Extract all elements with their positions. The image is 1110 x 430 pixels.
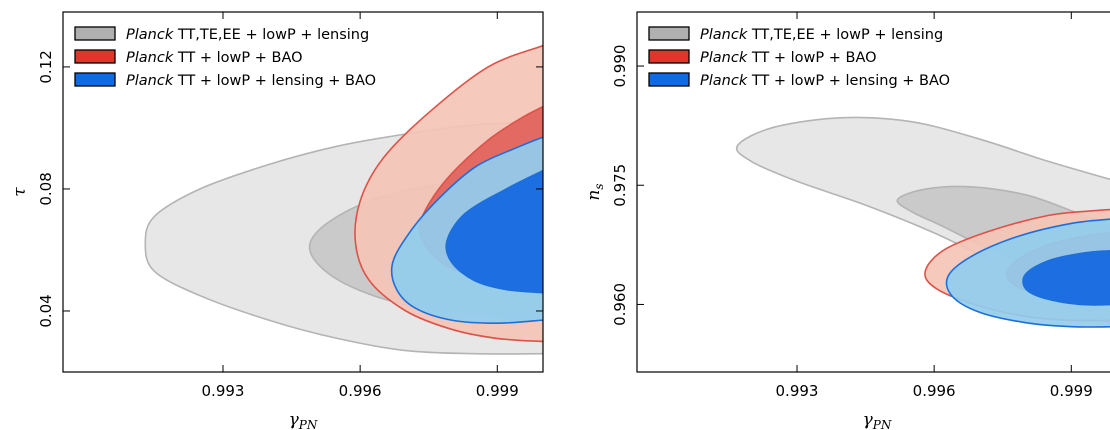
y-tick-label: 0.990 — [611, 45, 629, 88]
planck-tt-lowp-lensing-bao-contour-68 — [445, 169, 543, 294]
planck-tt-lowp-lensing-bao-legend-swatch — [648, 72, 690, 87]
x-axis-title: γPN — [863, 410, 892, 430]
legend-entry-1: Planck TT,TE,EE + lowP + lensing — [700, 27, 943, 43]
planck-tt-lowp-lensing-bao-legend-swatch — [74, 72, 116, 87]
y-axis-title: τ — [10, 187, 30, 197]
y-axis-title: ns — [584, 183, 606, 200]
legend: Planck TT,TE,EE + lowP + lensing Planck T… — [648, 26, 950, 89]
planck-tt-te-ee-lowp-lensing-legend-swatch — [74, 26, 116, 41]
plot-frame — [636, 11, 1110, 373]
x-tick-label: 0.993 — [202, 382, 245, 400]
legend-entry-3: Planck TT + lowP + lensing + BAO — [700, 73, 950, 89]
x-tick-label: 0.999 — [476, 382, 519, 400]
x-tick-label: 0.996 — [913, 382, 956, 400]
planck-tt-te-ee-lowp-lensing-legend-swatch — [648, 26, 690, 41]
x-tick-label: 0.993 — [776, 382, 819, 400]
y-tick-label: 0.08 — [37, 172, 55, 205]
plot-frame — [62, 11, 544, 373]
planck-tt-lowp-bao-legend-swatch — [74, 49, 116, 64]
legend-entry-2: Planck TT + lowP + BAO — [700, 50, 877, 66]
y-tick-label: 0.960 — [611, 283, 629, 326]
planck-tt-lowp-bao-legend-swatch — [648, 49, 690, 64]
legend: Planck TT,TE,EE + lowP + lensing Planck T… — [74, 26, 376, 89]
plot-area — [144, 44, 543, 355]
x-axis-title: γPN — [289, 410, 318, 430]
planck-tt-lowp-lensing-bao-contour-68 — [1022, 249, 1110, 306]
y-tick-label: 0.04 — [37, 294, 55, 327]
x-tick-label: 0.999 — [1050, 382, 1093, 400]
plot-area — [735, 116, 1110, 328]
y-tick-label: 0.12 — [37, 50, 55, 83]
legend-entry-1: Planck TT,TE,EE + lowP + lensing — [126, 27, 369, 43]
legend-entry-3: Planck TT + lowP + lensing + BAO — [126, 73, 376, 89]
legend-entry-2: Planck TT + lowP + BAO — [126, 50, 303, 66]
panel-1: 0.993 0.996 0.999 0.04 0.08 0.12 γPN τ Planck TT… — [10, 11, 544, 430]
x-tick-label: 0.996 — [339, 382, 382, 400]
panel-2: 0.993 0.996 0.999 0.960 0.975 0.990 γPN ns Planc… — [584, 11, 1110, 430]
y-tick-label: 0.975 — [611, 164, 629, 207]
